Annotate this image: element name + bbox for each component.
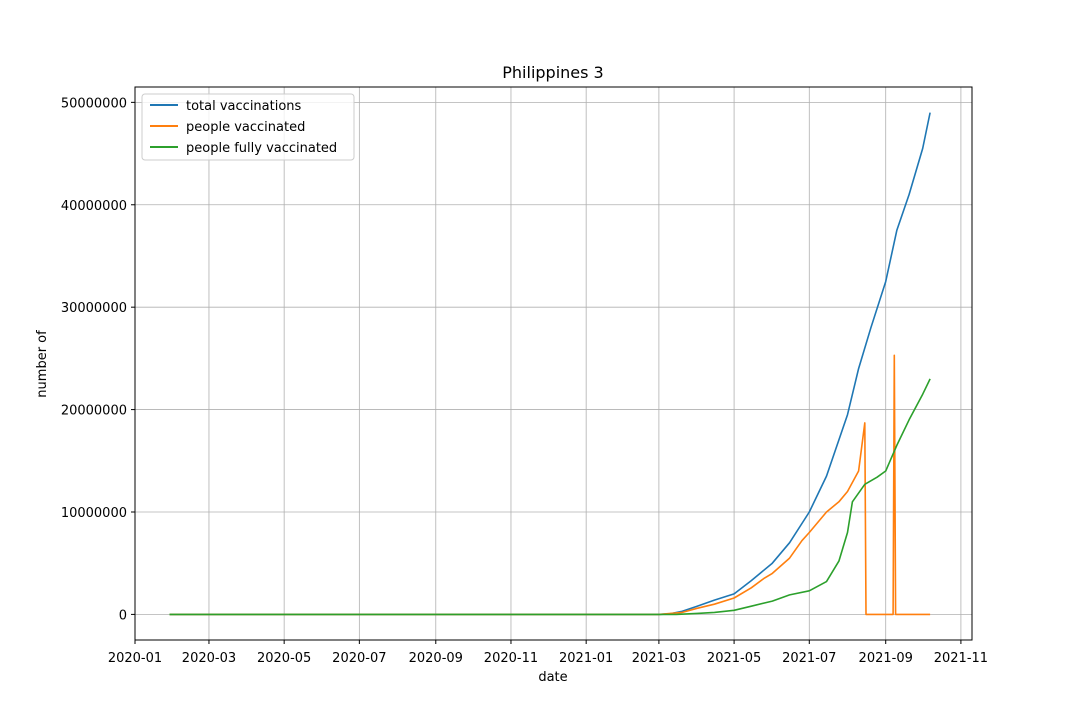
legend-label-total-vaccinations: total vaccinations — [186, 99, 302, 114]
x-tick-label: 2020-03 — [182, 651, 236, 666]
x-tick-label: 2021-03 — [632, 651, 686, 666]
y-tick-label: 20000000 — [61, 404, 127, 419]
x-tick-label: 2020-11 — [484, 651, 538, 666]
legend-box — [141, 93, 355, 161]
legend-label-people-vaccinated: people vaccinated — [186, 120, 305, 135]
x-axis-label: date — [538, 670, 567, 685]
y-tick-label: 50000000 — [61, 96, 127, 111]
grid-lines — [134, 87, 972, 640]
series-line-people-vaccinated — [169, 354, 931, 616]
series-lines — [169, 112, 931, 616]
legend: total vaccinations people vaccinated peo… — [141, 93, 355, 161]
y-tick-label: 30000000 — [61, 301, 127, 316]
x-tick-label: 2020-09 — [409, 651, 463, 666]
x-tick-label: 2021-07 — [782, 651, 836, 666]
x-tick-label: 2021-01 — [559, 651, 613, 666]
x-tick-label: 2020-05 — [257, 651, 311, 666]
y-tick-label: 10000000 — [61, 506, 127, 521]
x-tick-label: 2020-01 — [108, 651, 162, 666]
x-tick-label: 2020-07 — [332, 651, 386, 666]
y-axis-ticks: 0 10000000 20000000 30000000 40000000 5000000… — [61, 96, 135, 623]
legend-label-people-fully-vaccinated: people fully vaccinated — [186, 141, 337, 156]
series-line-total-vaccinations — [169, 112, 931, 616]
y-tick-label: 0 — [119, 608, 127, 623]
x-tick-label: 2021-09 — [859, 651, 913, 666]
x-tick-label: 2021-05 — [707, 651, 761, 666]
x-axis-ticks: 2020-01 2020-03 2020-05 2020-07 2020-09 2020-… — [108, 640, 988, 666]
x-tick-label: 2021-11 — [934, 651, 988, 666]
y-tick-label: 40000000 — [61, 199, 127, 214]
y-axis-label: number of — [35, 330, 50, 398]
plot-frame — [134, 86, 973, 641]
chart-title: Philippines 3 — [502, 63, 603, 82]
series-line-people-fully-vaccinated — [169, 378, 931, 616]
